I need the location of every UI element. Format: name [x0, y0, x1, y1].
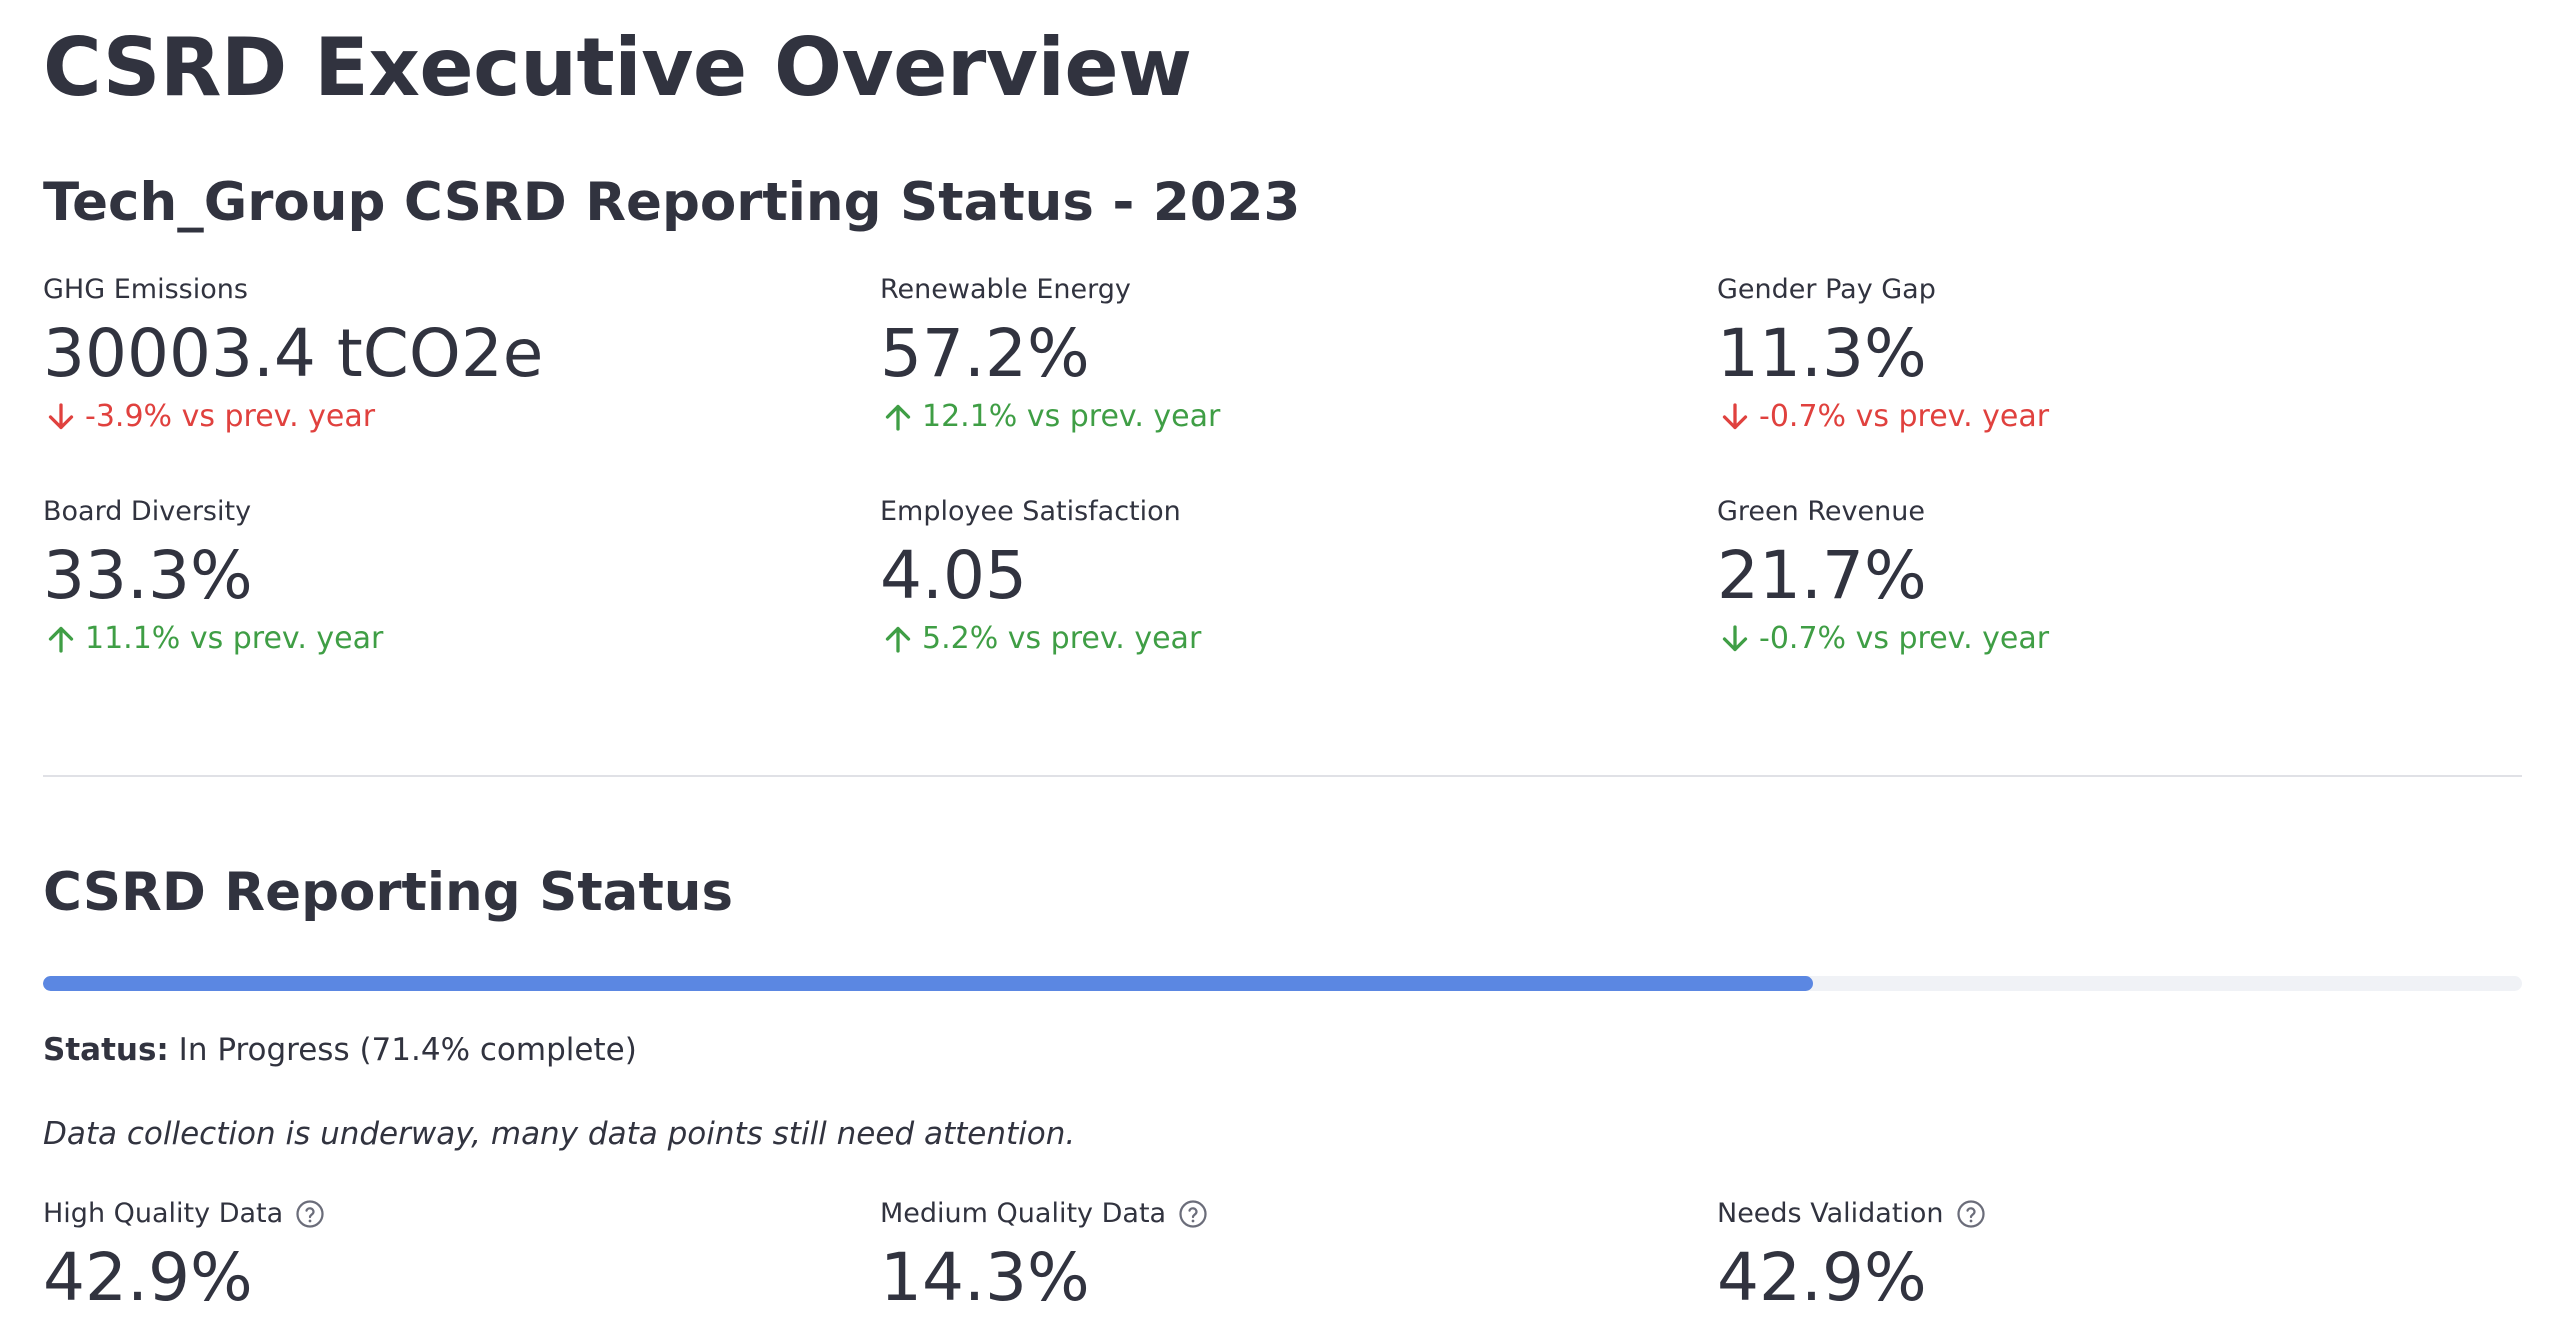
arrow-up-icon: [48, 626, 74, 653]
metric-label: Green Revenue: [1717, 496, 1925, 527]
status-text: In Progress (71.4% complete): [178, 1032, 637, 1068]
metric-label-text: High Quality Data: [43, 1198, 284, 1229]
metric-label: Renewable Energy: [880, 274, 1131, 305]
status-note: Data collection is underway, many data p…: [43, 1116, 1076, 1152]
metric-delta-text: -0.7% vs prev. year: [1759, 399, 2050, 434]
arrow-down-icon: [48, 403, 74, 430]
metric-value: 42.9%: [1717, 1239, 1927, 1316]
metric-value: 42.9%: [43, 1239, 253, 1316]
help-circle-icon[interactable]: [1956, 1199, 1986, 1229]
metric-board-diversity: Board Diversity 33.3% 11.1% vs prev. yea…: [43, 494, 843, 659]
metric-label: GHG Emissions: [43, 274, 248, 305]
metric-green-revenue: Green Revenue 21.7% -0.7% vs prev. year: [1717, 494, 2517, 659]
metric-delta-text: -0.7% vs prev. year: [1759, 621, 2050, 656]
metric-medium-quality-data: Medium Quality Data 14.3%: [880, 1196, 1680, 1321]
metric-high-quality-data: High Quality Data 42.9%: [43, 1196, 843, 1321]
metric-needs-validation: Needs Validation 42.9%: [1717, 1196, 2517, 1321]
arrow-up-icon: [885, 404, 911, 431]
metric-value: 57.2%: [880, 315, 1090, 392]
metric-value: 30003.4 tCO2e: [43, 315, 544, 392]
metric-value: 11.3%: [1717, 315, 1927, 392]
help-circle-icon[interactable]: [295, 1199, 325, 1229]
page-subtitle: Tech_Group CSRD Reporting Status - 2023: [43, 172, 1301, 233]
metric-delta: 5.2% vs prev. year: [880, 619, 1680, 659]
metric-employee-satisfaction: Employee Satisfaction 4.05 5.2% vs prev.…: [880, 494, 1680, 659]
metric-label-text: Needs Validation: [1717, 1198, 1944, 1229]
metric-delta-text: 12.1% vs prev. year: [922, 399, 1221, 434]
metric-label: High Quality Data: [43, 1196, 843, 1232]
metric-gender-pay-gap: Gender Pay Gap 11.3% -0.7% vs prev. year: [1717, 272, 2517, 437]
page-title: CSRD Executive Overview: [43, 21, 1192, 114]
metric-delta-text: 11.1% vs prev. year: [85, 621, 384, 656]
metric-value: 21.7%: [1717, 537, 1927, 614]
metric-delta: -0.7% vs prev. year: [1717, 619, 2517, 659]
status-label: Status:: [43, 1032, 169, 1068]
metric-label: Employee Satisfaction: [880, 496, 1181, 527]
arrow-down-icon: [1722, 625, 1748, 652]
metric-value: 14.3%: [880, 1239, 1090, 1316]
metric-delta: 12.1% vs prev. year: [880, 397, 1680, 437]
metric-label: Medium Quality Data: [880, 1196, 1680, 1232]
metric-delta: -3.9% vs prev. year: [43, 397, 843, 437]
metric-delta-text: 5.2% vs prev. year: [922, 621, 1202, 656]
help-circle-icon[interactable]: [1178, 1199, 1208, 1229]
metric-value: 4.05: [880, 537, 1027, 614]
metric-value: 33.3%: [43, 537, 253, 614]
reporting-status-title: CSRD Reporting Status: [43, 862, 734, 923]
arrow-down-icon: [1722, 403, 1748, 430]
metric-label: Gender Pay Gap: [1717, 274, 1936, 305]
metric-delta: 11.1% vs prev. year: [43, 619, 843, 659]
reporting-progress-bar: [43, 976, 2522, 991]
metric-delta-text: -3.9% vs prev. year: [85, 399, 376, 434]
metric-label-text: Medium Quality Data: [880, 1198, 1167, 1229]
status-line: Status: In Progress (71.4% complete): [43, 1028, 637, 1072]
metric-label: Board Diversity: [43, 496, 252, 527]
section-divider: [43, 775, 2522, 777]
metric-label: Needs Validation: [1717, 1196, 2517, 1232]
reporting-progress-fill: [43, 976, 1813, 991]
metric-ghg-emissions: GHG Emissions 30003.4 tCO2e -3.9% vs pre…: [43, 272, 843, 437]
metric-renewable-energy: Renewable Energy 57.2% 12.1% vs prev. ye…: [880, 272, 1680, 437]
metric-delta: -0.7% vs prev. year: [1717, 397, 2517, 437]
arrow-up-icon: [885, 626, 911, 653]
